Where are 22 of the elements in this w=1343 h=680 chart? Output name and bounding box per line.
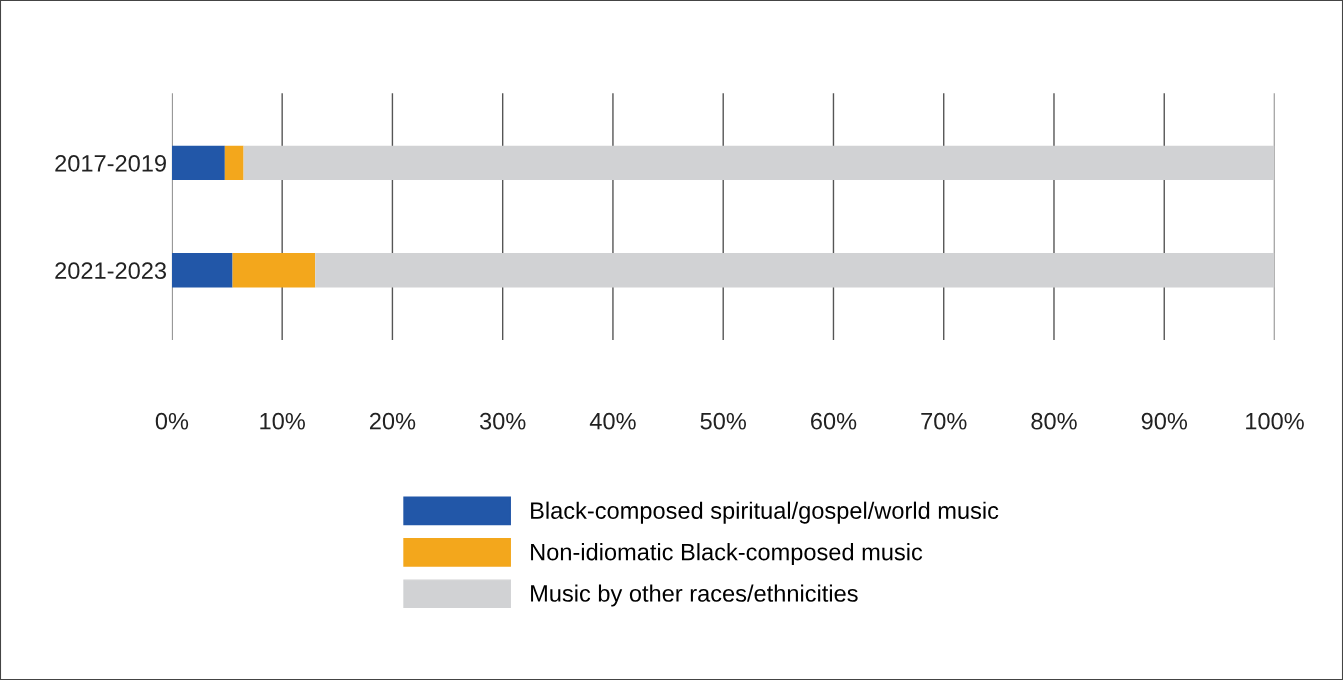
x-tick-label: 40% — [589, 412, 636, 430]
x-tick-label: 100% — [1246, 412, 1304, 430]
x-tick-label: 20% — [369, 412, 416, 430]
y-tick-label: 2021-2023 — [55, 262, 167, 280]
legend-label: Music by other races/ethnicities — [531, 584, 858, 607]
x-tick-label: 70% — [921, 412, 967, 430]
x-tick-label: 90% — [1141, 412, 1188, 430]
bar — [315, 253, 1275, 288]
x-tick-label: 10% — [260, 412, 305, 430]
x-tick-label: 60% — [811, 412, 857, 430]
bar — [232, 253, 316, 288]
bar — [243, 145, 1275, 181]
x-tick-label: 30% — [479, 412, 526, 430]
x-tick-label: 80% — [1031, 412, 1077, 430]
legend-label: Non-idiomatic Black-composed music — [531, 543, 923, 566]
bar — [224, 145, 244, 181]
bar — [171, 253, 233, 288]
x-tick-label: 50% — [700, 412, 746, 430]
x-tick-label: 0% — [155, 412, 189, 430]
legend-label: Black-composed spiritual/gospel/world music — [531, 501, 999, 524]
y-tick-label: 2017-2019 — [55, 154, 166, 172]
bar — [171, 145, 225, 181]
